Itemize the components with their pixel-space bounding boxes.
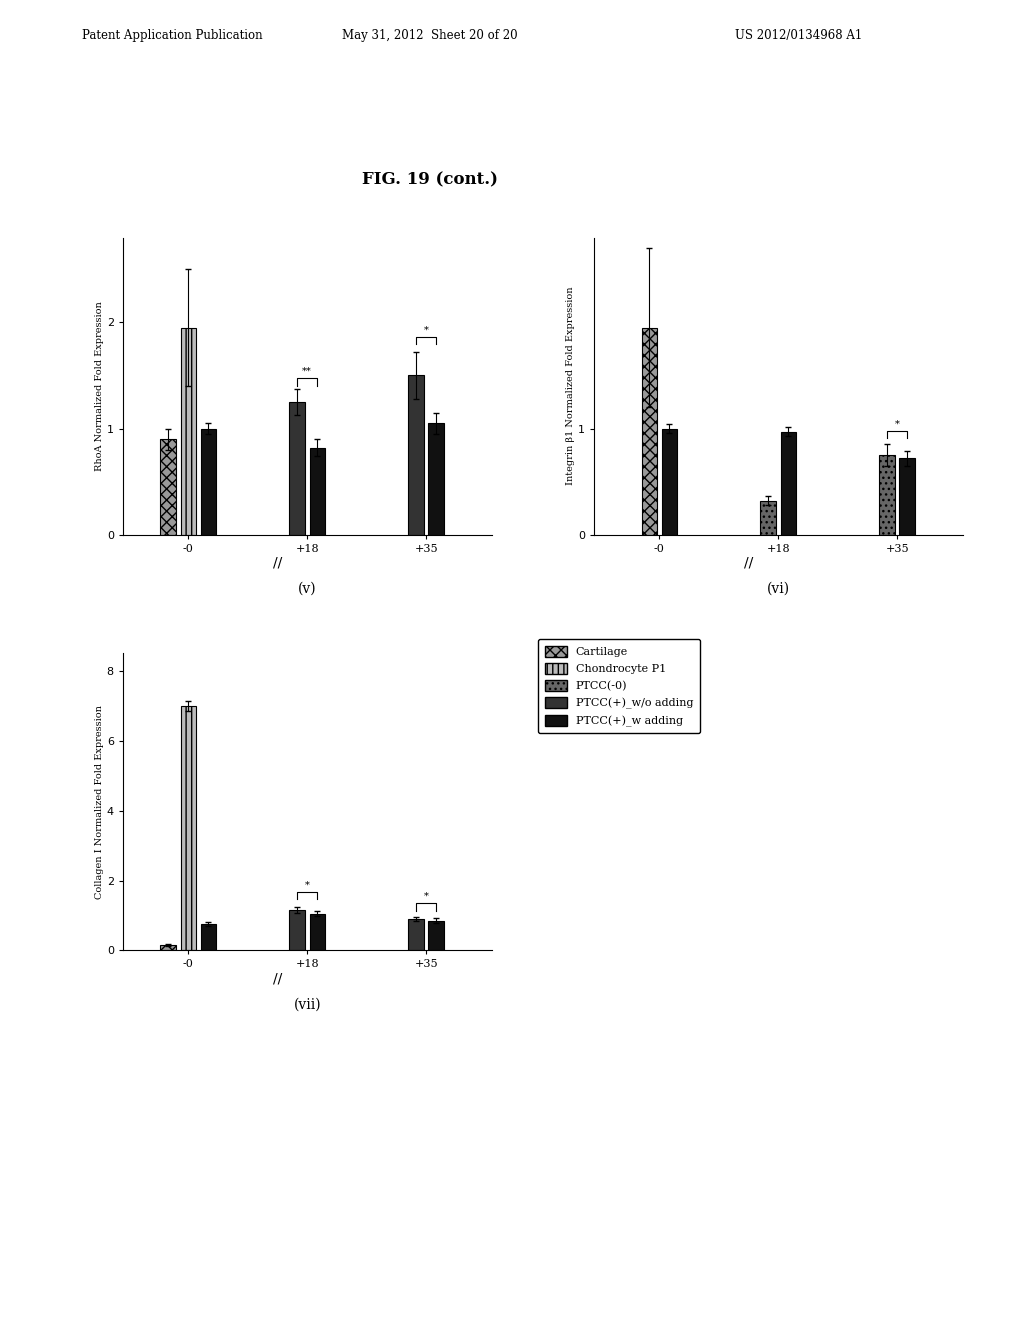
Bar xyxy=(428,424,443,535)
Bar xyxy=(201,924,216,950)
Bar xyxy=(780,432,796,535)
Bar xyxy=(880,455,895,535)
Bar xyxy=(180,706,196,950)
Text: //: // xyxy=(273,972,283,985)
Bar xyxy=(309,447,325,535)
Text: US 2012/0134968 A1: US 2012/0134968 A1 xyxy=(735,29,862,42)
Bar xyxy=(899,458,914,535)
Bar xyxy=(180,327,196,535)
Text: **: ** xyxy=(302,367,312,376)
Bar xyxy=(290,403,305,535)
Text: *: * xyxy=(424,892,429,902)
X-axis label: (v): (v) xyxy=(298,581,316,595)
Text: //: // xyxy=(273,556,283,569)
Bar xyxy=(761,500,776,535)
Y-axis label: Collagen I Normalized Fold Expression: Collagen I Normalized Fold Expression xyxy=(95,705,104,899)
Text: FIG. 19 (cont.): FIG. 19 (cont.) xyxy=(362,172,498,189)
Bar xyxy=(161,945,176,950)
Text: *: * xyxy=(305,880,309,890)
Bar xyxy=(309,913,325,950)
Y-axis label: RhoA Normalized Fold Expression: RhoA Normalized Fold Expression xyxy=(95,301,104,471)
Text: May 31, 2012  Sheet 20 of 20: May 31, 2012 Sheet 20 of 20 xyxy=(342,29,518,42)
Bar xyxy=(201,429,216,535)
Bar xyxy=(409,919,424,950)
Text: *: * xyxy=(895,420,900,429)
X-axis label: (vi): (vi) xyxy=(767,581,790,595)
X-axis label: (vii): (vii) xyxy=(294,997,321,1011)
Text: //: // xyxy=(744,556,754,569)
Bar xyxy=(161,440,176,535)
Text: Patent Application Publication: Patent Application Publication xyxy=(82,29,262,42)
Bar xyxy=(409,375,424,535)
Text: *: * xyxy=(424,325,429,334)
Y-axis label: Integrin β1 Normalized Fold Expression: Integrin β1 Normalized Fold Expression xyxy=(566,286,575,486)
Bar xyxy=(428,921,443,950)
Legend: Cartilage, Chondrocyte P1, PTCC(-0), PTCC(+)_w/o adding, PTCC(+)_w adding: Cartilage, Chondrocyte P1, PTCC(-0), PTC… xyxy=(538,639,700,734)
Bar xyxy=(290,911,305,950)
Bar xyxy=(642,327,657,535)
Bar xyxy=(662,429,677,535)
